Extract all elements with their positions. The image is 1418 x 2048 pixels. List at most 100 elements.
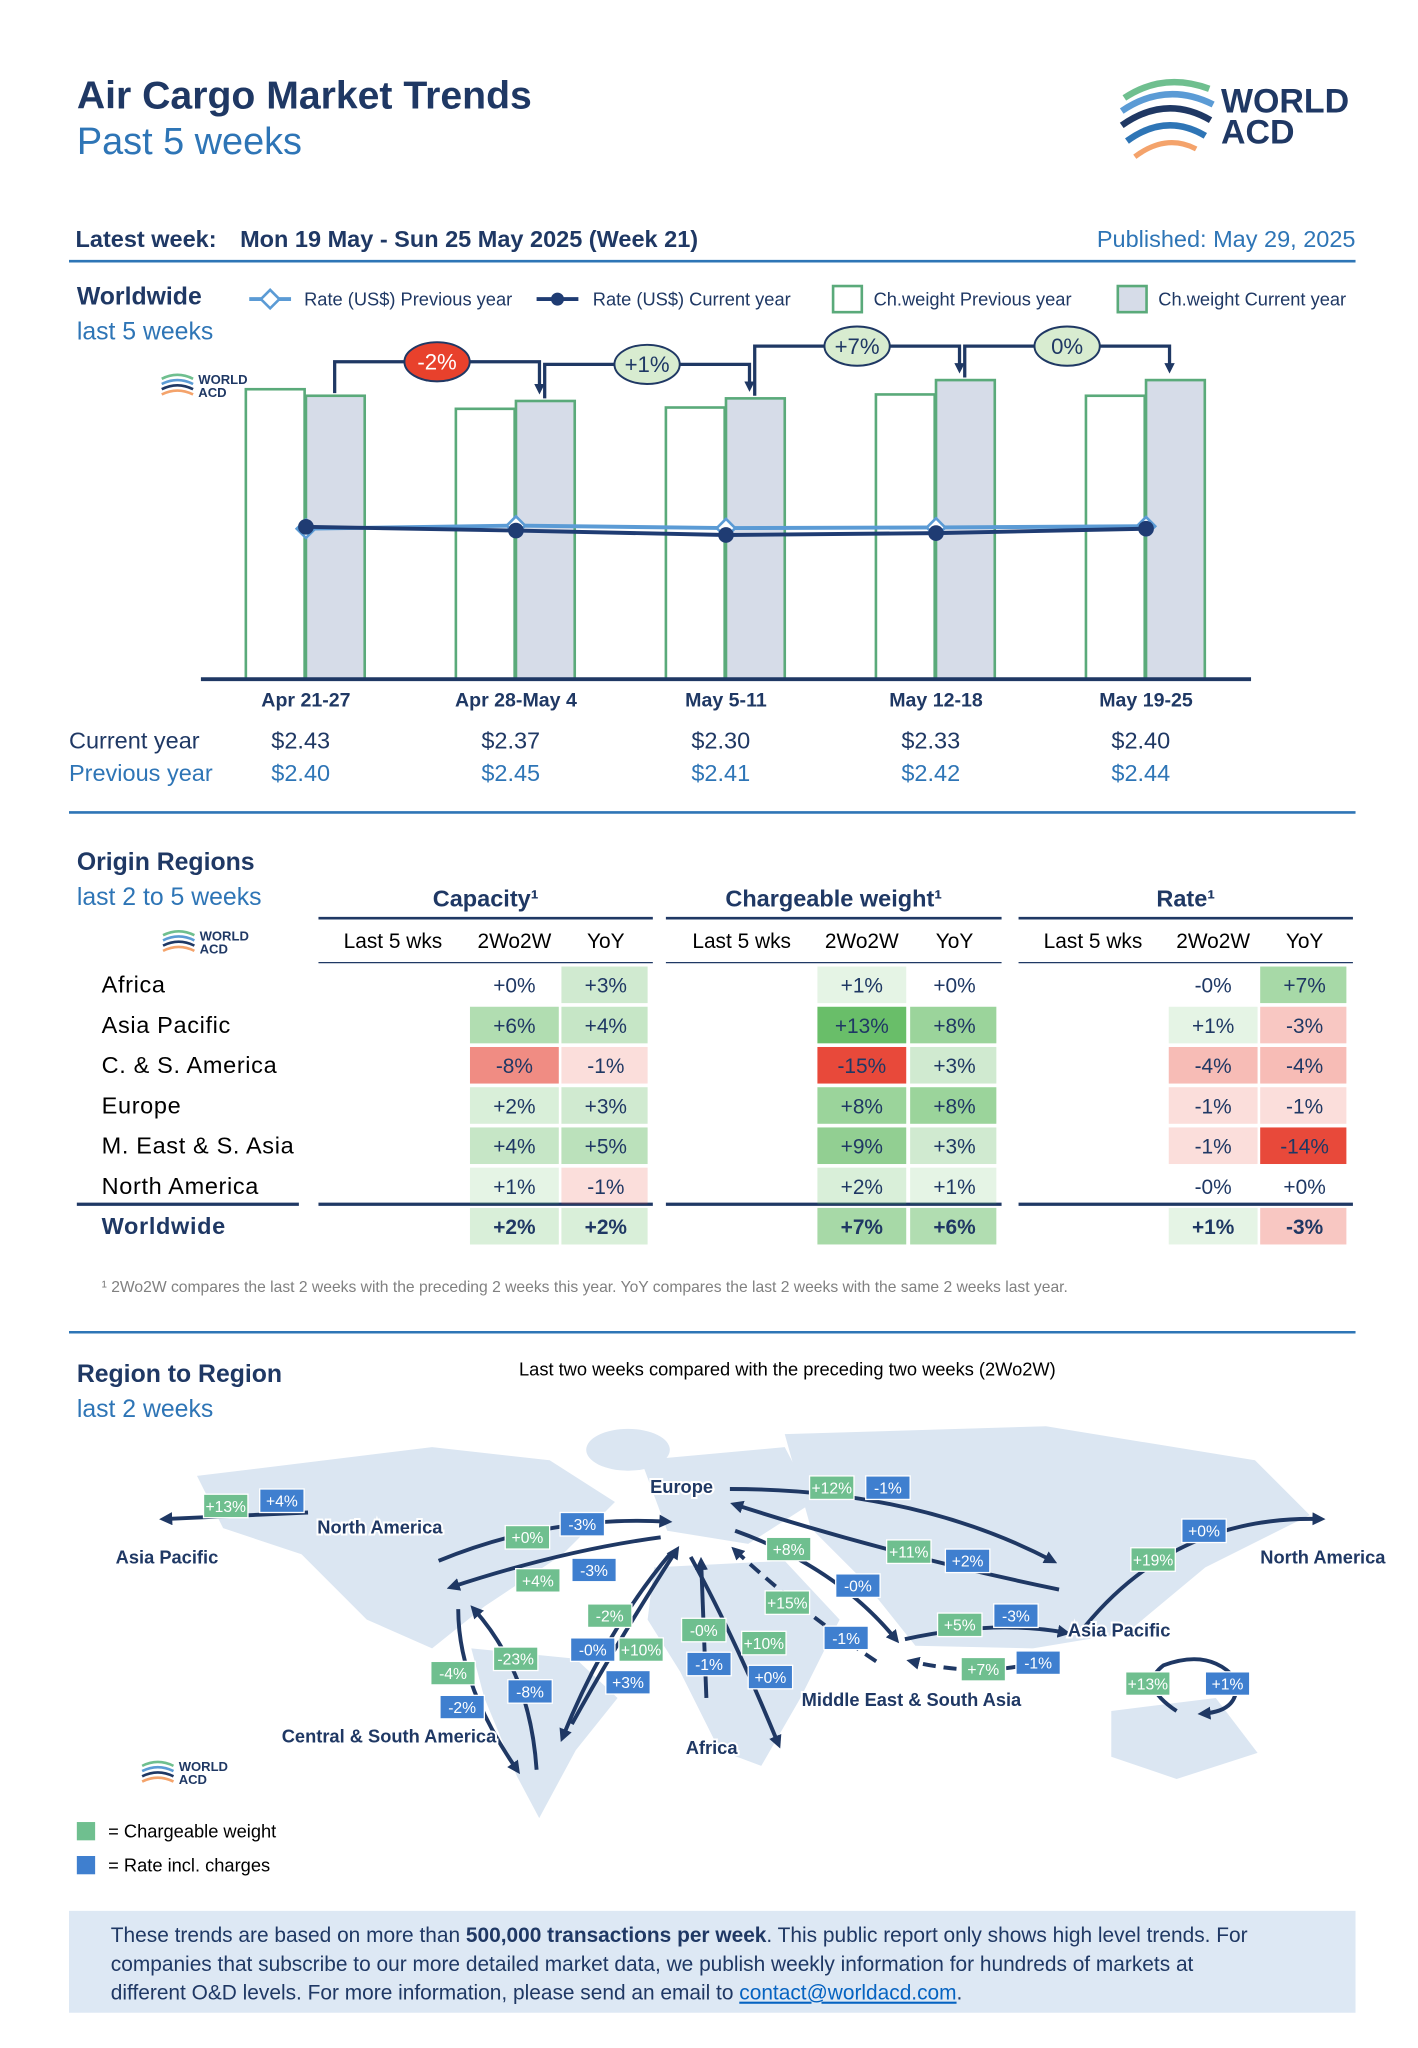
rate-label: $2.41 [691, 760, 750, 786]
cell-bg [1168, 1207, 1258, 1245]
flow-label: -1% [832, 1631, 860, 1648]
change-badge [403, 341, 471, 383]
flow-label: -4% [439, 1666, 467, 1683]
cell-value: +2% [493, 1095, 535, 1118]
legend-marker [550, 292, 565, 306]
flow-label: +0% [754, 1670, 786, 1687]
flow-badge [586, 1603, 633, 1629]
flow-label: -23% [497, 1652, 534, 1669]
region-label: Asia Pacific [102, 1012, 231, 1038]
flow-label: -1% [874, 1481, 902, 1498]
footer-box [69, 1910, 1356, 2013]
flow-label: -3% [1002, 1609, 1030, 1626]
legend-marker [259, 288, 282, 311]
change-label: 0% [1051, 334, 1083, 359]
cell-bg [469, 1006, 559, 1044]
cell-bg [1168, 1087, 1258, 1124]
region-name: Middle East & South Asia [802, 1689, 1022, 1710]
cell-value: -1% [587, 1176, 624, 1199]
cell-bg [561, 1087, 648, 1124]
flow-label: +0% [512, 1530, 544, 1547]
cell-bg [910, 1006, 997, 1044]
flow-badge [1204, 1671, 1251, 1696]
bar [724, 397, 787, 681]
section-title: Region to Region [77, 1361, 282, 1388]
flow-label: +15% [767, 1595, 808, 1612]
bar [874, 393, 937, 681]
cell-value: +1% [493, 1176, 535, 1199]
column-header: Last 5 wks [1044, 930, 1143, 953]
cell-bg [1260, 1087, 1347, 1124]
rate-label: $2.44 [1111, 760, 1170, 786]
bar [244, 387, 306, 681]
rate-label: $2.40 [271, 760, 330, 786]
section-title: Worldwide [77, 283, 202, 310]
bar [514, 399, 577, 681]
x-tick-label: May 12-18 [889, 690, 983, 712]
group-header: Rate¹ [1156, 885, 1215, 911]
rate-marker [298, 519, 314, 535]
footer-text: . [957, 1982, 963, 2005]
flow-badge [504, 1524, 551, 1550]
cell-bg [1260, 1207, 1347, 1245]
cell-value: -1% [1195, 1136, 1232, 1159]
flow-label: -3% [580, 1563, 608, 1580]
cell-value: +9% [841, 1136, 883, 1159]
logo-arc [161, 378, 194, 386]
flow-label: -8% [516, 1684, 544, 1701]
rate-label: $2.30 [691, 727, 750, 753]
flow-badge [618, 1637, 664, 1663]
flow-label: +10% [744, 1636, 785, 1653]
cell-value: +5% [585, 1136, 627, 1159]
flow-badge [993, 1603, 1039, 1629]
logo-arc [162, 940, 195, 947]
flow-badge [430, 1660, 476, 1686]
cell-bg [1260, 1046, 1347, 1084]
cell-bg [817, 966, 907, 1004]
cell-bg [469, 1046, 559, 1084]
change-label: -2% [417, 350, 456, 375]
cell-value: +4% [585, 1015, 627, 1038]
flow-label: +4% [522, 1573, 554, 1590]
cell-bg [561, 1046, 648, 1084]
flow-badge [1124, 1671, 1171, 1696]
cell-value: -14% [1280, 1136, 1329, 1159]
flow-badge [515, 1568, 561, 1593]
x-tick-label: Apr 21-27 [261, 690, 350, 712]
bar [1144, 378, 1207, 681]
cell-value: -15% [837, 1055, 886, 1078]
subtitle: Past 5 weeks [77, 121, 302, 163]
change-badge [823, 325, 891, 367]
flow-badge [764, 1590, 811, 1616]
flow-label: -0% [579, 1643, 607, 1660]
cell-value: -0% [1195, 1176, 1232, 1199]
region-label: North America [102, 1173, 260, 1199]
row-label: Current year [69, 727, 200, 753]
email-link[interactable]: contact@worldacd.com [739, 1982, 956, 2005]
week-period: Mon 19 May - Sun 25 May 2025 (Week 21) [240, 226, 698, 252]
cell-value: +7% [1283, 975, 1325, 998]
footnote: ¹ 2Wo2W compares the last 2 weeks with t… [102, 1279, 1068, 1296]
cell-value: +1% [1192, 1216, 1235, 1239]
cell-bg [1260, 1127, 1347, 1165]
region-name: Asia Pacific [1068, 1620, 1171, 1641]
flow-label: +4% [266, 1494, 298, 1511]
cell-bg [561, 1167, 648, 1205]
cell-bg [1260, 1006, 1347, 1044]
section-subtitle: last 2 to 5 weeks [77, 884, 262, 911]
title: Air Cargo Market Trends [77, 74, 532, 117]
logo-arc [162, 935, 195, 942]
footer-text: companies that subscribe to our more det… [111, 1953, 1194, 1976]
logo-text: ACD [179, 1772, 207, 1787]
flow-badge [605, 1669, 651, 1695]
column-header: YoY [936, 930, 974, 953]
cell-bg [817, 1046, 907, 1084]
section-title: Origin Regions [77, 849, 255, 876]
logo: WORLD ACD [1119, 78, 1349, 159]
logo-arc [141, 1776, 175, 1783]
section-subtitle: last 2 weeks [77, 1396, 213, 1423]
cell-bg [817, 1167, 907, 1205]
cell-value: +1% [841, 975, 883, 998]
